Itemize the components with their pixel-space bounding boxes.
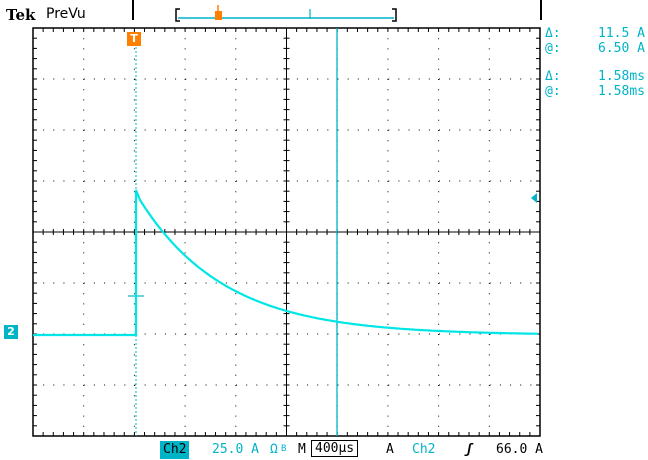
trigger-level-arrow[interactable] bbox=[531, 193, 537, 203]
amplitude-at-value: 6.50 A bbox=[598, 41, 645, 56]
amplitude-delta-row: Δ: 11.5 A bbox=[545, 26, 645, 41]
status-bar: Ch2 25.0 A Ω B M 400µs A Ch2 ʃ 66.0 A bbox=[0, 440, 648, 460]
trigger-slope-icon: ʃ bbox=[465, 442, 473, 457]
time-at-row: @: 1.58ms bbox=[545, 84, 645, 99]
top-bar: Tek PreVu bbox=[0, 0, 648, 28]
amplitude-at-row: @: 6.50 A bbox=[545, 41, 645, 56]
top-separator bbox=[540, 0, 542, 20]
main-timebase-label: M bbox=[298, 442, 306, 457]
coupling-icon: Ω bbox=[270, 442, 278, 457]
graticule bbox=[32, 27, 541, 437]
top-separator bbox=[132, 0, 134, 20]
amplitude-delta-value: 11.5 A bbox=[598, 26, 645, 41]
cursor-readout: Δ: 11.5 A @: 6.50 A Δ: 1.58ms @: 1.58ms bbox=[545, 26, 645, 99]
trigger-marker[interactable]: T bbox=[127, 32, 141, 46]
time-delta-value: 1.58ms bbox=[598, 69, 645, 84]
brand-logo: Tek bbox=[6, 6, 36, 24]
time-at-value: 1.58ms bbox=[598, 84, 645, 99]
trigger-source[interactable]: Ch2 bbox=[412, 442, 436, 457]
timebase-value[interactable]: 400µs bbox=[311, 440, 359, 457]
ch2-waveform bbox=[33, 189, 539, 337]
acquisition-mode: PreVu bbox=[46, 6, 86, 22]
trigger-mode: A bbox=[386, 442, 394, 457]
channel-label[interactable]: Ch2 bbox=[160, 441, 190, 459]
vertical-scale[interactable]: 25.0 A bbox=[212, 442, 259, 457]
trigger-position-icon bbox=[215, 11, 222, 20]
record-position-bar bbox=[175, 5, 397, 22]
trigger-level[interactable]: 66.0 A bbox=[496, 442, 543, 457]
bandwidth-limit-icon: B bbox=[281, 444, 287, 454]
time-delta-row: Δ: 1.58ms bbox=[545, 69, 645, 84]
channel-2-ground-marker[interactable]: 2 bbox=[4, 325, 18, 339]
